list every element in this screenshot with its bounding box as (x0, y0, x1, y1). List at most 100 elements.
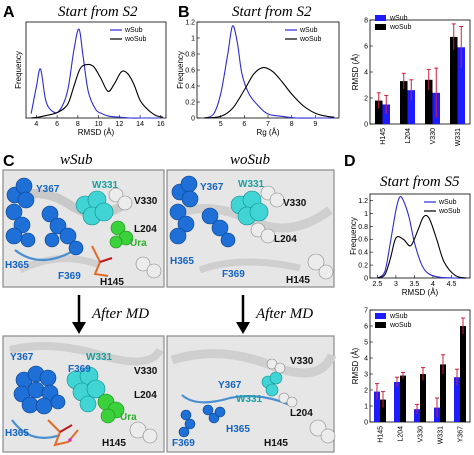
y-tick-label: 0.4 (358, 250, 368, 257)
label-br-v330: V330 (290, 356, 314, 367)
legend-swatch-woSub (375, 322, 386, 328)
y-axis-label: RMSD (Å) (351, 53, 360, 90)
panel-b-title: Start from S2 (232, 4, 312, 20)
y-tick-label: 6 (364, 324, 368, 331)
label-tl-v330: V330 (134, 196, 158, 207)
label-tl-h145: H145 (100, 277, 124, 288)
series-line-wSub (30, 28, 161, 119)
y-tick-label: 1.2 (185, 20, 195, 27)
y-tick-label: 0 (364, 276, 368, 283)
y-tick-label: 1.2 (358, 198, 368, 205)
label-tl-h365: H365 (5, 260, 29, 271)
y-tick-label: 1 (191, 36, 195, 43)
label-tl-f369: F369 (58, 271, 81, 282)
y-tick-label: 6 (364, 44, 368, 51)
y-tick-label: 1 (364, 404, 368, 411)
bar-woSub-L204 (400, 81, 408, 124)
series-line-wSub (203, 25, 335, 119)
legend-label-woSub: woSub (438, 208, 461, 215)
label-tl-ura: Ura (130, 238, 147, 249)
legend-label-wSub: wSub (389, 313, 408, 320)
label-tr-f369: F369 (222, 269, 245, 280)
panel-c-title-left: wSub (60, 152, 93, 168)
bar-wSub-L204 (394, 382, 400, 422)
y-tick-label: 1 (364, 211, 368, 218)
y-axis-label: Frequency (349, 217, 358, 255)
y-tick-label: 0.4 (185, 84, 195, 91)
x-tick-label: 12 (115, 121, 123, 128)
label-tl-y367: Y367 (36, 184, 60, 195)
bar-woSub-Y367 (460, 326, 466, 422)
y-axis-label: Frequency (176, 51, 185, 89)
x-tick-label: 3 (394, 281, 398, 288)
panel-c-title-right: woSub (230, 152, 271, 168)
label-tr-h365: H365 (170, 256, 194, 267)
label-bl-ura: Ura (120, 412, 137, 423)
y-tick-label: 7 (364, 308, 368, 315)
legend-swatch-woSub (375, 24, 386, 30)
y-tick-label: 0.8 (185, 52, 195, 59)
arrow-down-left (72, 295, 86, 334)
chart-b-rg-distribution: 5 6 7 8 9 0 0.2 0.4 0.6 0.8 1 1.2 Rg (Å) Frequency wSu… (176, 20, 340, 137)
panel-a-title: Start from S2 (58, 4, 138, 20)
y-tick-label: 0 (364, 420, 368, 427)
label-bl-f369: F369 (68, 364, 91, 375)
structure-image-bottom-left: Y367 W331 F369 V330 L204 Ura H365 H145 (2, 335, 165, 453)
label-tl-l204: L204 (134, 224, 157, 235)
legend-label-woSub: woSub (299, 36, 322, 43)
bar-woSub-V330 (420, 374, 426, 422)
x-tick-label: 6 (55, 121, 59, 128)
chart-d-rmsd-distribution: 2.5 3 3.5 4 4.5 0 0.2 0.4 0.6 0.8 1 1.2 RMSD (Å) Freq… (349, 193, 471, 297)
panel-letter-c: C (3, 153, 15, 170)
category-label: V330 (418, 426, 425, 442)
x-tick-label: 14 (136, 121, 144, 128)
plot-frame (25, 21, 167, 119)
chart-a-rmsd-distribution: 4 6 8 10 12 14 16 RMSD (Å) Frequency wSub woSub (14, 21, 167, 137)
chart-b-rmsd-bars: 0 2 4 6 8 RMSD (Å) H145 L204 V330 W331 wSub woSub (351, 15, 471, 146)
structure-image-top-right: Y367 W331 V330 L204 H365 F369 H145 (166, 169, 335, 288)
bar-wSub-Y367 (454, 377, 460, 422)
x-tick-label: 4 (431, 281, 435, 288)
series-line-woSub (204, 67, 335, 119)
y-axis-label: RMSD (Å) (351, 347, 360, 384)
x-tick-label: 8 (290, 121, 294, 128)
x-tick-label: 16 (157, 121, 165, 128)
category-label: H145 (378, 426, 385, 443)
x-axis-label: Rg (Å) (256, 128, 279, 137)
label-bl-y367: Y367 (10, 352, 34, 363)
arrow-down-right (236, 295, 250, 334)
label-bl-h145: H145 (102, 438, 126, 449)
x-tick-label: 3.5 (410, 281, 420, 288)
structure-image-bottom-right: V330 Y367 W331 L204 F369 H365 H145 (166, 335, 337, 453)
bar-woSub-W331 (440, 364, 446, 422)
label-br-l204: L204 (290, 408, 313, 419)
label-bl-w331: W331 (86, 352, 113, 363)
bar-wSub-L204 (407, 90, 415, 124)
panel-d-title: Start from S5 (380, 174, 460, 190)
y-tick-label: 8 (364, 18, 368, 25)
after-md-left: After MD (91, 306, 149, 322)
category-label: L204 (398, 426, 405, 442)
series-line-wSub (377, 196, 467, 279)
label-tr-h145: H145 (286, 275, 310, 286)
series-line-woSub (377, 214, 467, 279)
label-bl-l204: L204 (134, 390, 157, 401)
y-tick-label: 0 (191, 116, 195, 123)
after-md-right: After MD (255, 306, 313, 322)
legend-label-wSub: wSub (299, 27, 318, 34)
category-label: L204 (405, 128, 412, 144)
label-br-h365: H365 (226, 424, 250, 435)
label-br-y367: Y367 (218, 380, 242, 391)
label-tr-l204: L204 (274, 234, 297, 245)
label-tl-w331: W331 (92, 180, 119, 191)
y-tick-label: 4 (364, 356, 368, 363)
bar-woSub-V330 (425, 79, 433, 124)
bar-woSub-L204 (400, 375, 406, 422)
category-label: Y367 (458, 426, 465, 442)
legend-swatch-wSub (375, 313, 386, 319)
y-tick-label: 0 (364, 122, 368, 129)
y-tick-label: 0.2 (185, 100, 195, 107)
bar-wSub-H145 (374, 391, 380, 422)
chart-d-rmsd-bars: 0 1 2 3 4 5 6 7 RMSD (Å) H145 L204 V330 W331 Y367 wSub… (351, 308, 471, 444)
